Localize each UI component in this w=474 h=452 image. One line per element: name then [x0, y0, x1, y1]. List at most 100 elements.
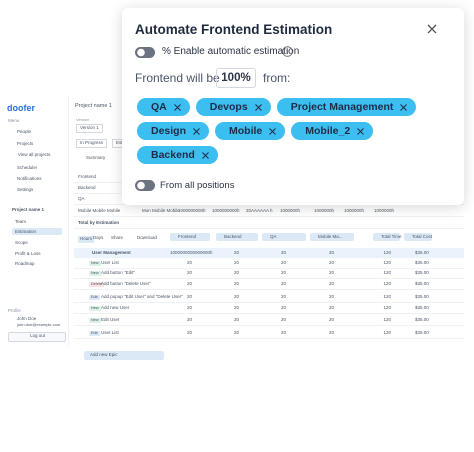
summary-value: 1000000h — [344, 208, 365, 213]
estimation-modal: Automate Frontend Estimation % Enable au… — [122, 8, 464, 205]
row-cell: $35.00 — [415, 270, 429, 275]
chip-label: Design — [151, 125, 187, 137]
position-chip[interactable]: Mobile_2 — [291, 122, 374, 140]
row-cell: 20 — [281, 281, 287, 286]
nav-item[interactable]: Scheduler — [17, 165, 38, 170]
row-cell: 20 — [329, 294, 335, 299]
position-chip[interactable]: Backend — [137, 146, 218, 164]
row-bg — [74, 279, 464, 290]
row-cell: 20 — [281, 305, 287, 310]
row-tag: Edit — [89, 330, 100, 336]
chip-remove[interactable] — [193, 127, 200, 135]
column-header[interactable]: Mobile Ma... — [318, 234, 343, 239]
summary-value: 1000000000h — [178, 208, 206, 213]
summary-value: 1000000h — [374, 208, 395, 213]
project-nav-item[interactable]: Roadmap — [15, 261, 35, 266]
row-cell: $35.00 — [415, 250, 429, 255]
all-positions-label: From all positions — [160, 180, 235, 191]
row-bg — [74, 248, 464, 258]
project-title: Project name 1 — [75, 103, 112, 109]
toolbar-button[interactable]: Hours — [78, 236, 95, 243]
nav-item[interactable]: Projects — [17, 141, 34, 146]
position-chip[interactable]: Mobile — [215, 122, 286, 140]
summary-value: 1000000h — [280, 208, 301, 213]
position-chip[interactable]: Project Management — [276, 98, 417, 116]
row-cell: 20 — [187, 260, 193, 265]
chip-remove[interactable] — [357, 127, 365, 135]
toolbar-button[interactable]: Share — [111, 235, 124, 240]
summary-row-label: QA — [78, 196, 85, 201]
add-epic-bg — [84, 351, 164, 360]
summary-row-label: Mobile Mobile Mobile — [78, 208, 121, 213]
column-header[interactable]: Frontend — [178, 234, 197, 239]
row-cell: 20 — [329, 250, 335, 255]
version-select[interactable]: Version 1 — [76, 124, 103, 133]
will-be-label: Frontend will be — [135, 71, 220, 85]
chip-remove[interactable] — [173, 103, 181, 111]
row-cell: 120 — [383, 294, 392, 299]
nav-item[interactable]: Settings — [17, 187, 34, 192]
status-select[interactable]: In Progress — [76, 139, 108, 148]
summary-toggle[interactable]: Summary — [86, 155, 106, 160]
row-label: User List — [101, 330, 119, 335]
sidebar — [0, 96, 69, 346]
chip-remove[interactable] — [400, 103, 408, 111]
row-tag: New — [89, 260, 101, 266]
percent-input[interactable]: 100% — [216, 68, 256, 88]
row-cell: $35.00 — [415, 260, 429, 265]
row-bg — [74, 328, 464, 339]
row-cell: 20 — [329, 317, 335, 322]
close-button[interactable] — [427, 24, 437, 34]
row-cell: $35.00 — [415, 281, 429, 286]
nav-item[interactable]: View all projects — [18, 152, 51, 157]
enable-toggle[interactable] — [135, 47, 155, 58]
project-nav-item[interactable]: Estimation — [15, 229, 37, 234]
row-cell: $35.00 — [415, 330, 429, 335]
toolbar-button[interactable]: Download — [137, 235, 158, 240]
row-cell: 20 — [234, 260, 240, 265]
project-nav-item[interactable]: Team — [15, 219, 27, 224]
position-chip[interactable]: Design — [137, 122, 210, 140]
row-cell: 20 — [234, 330, 240, 335]
chip-remove[interactable] — [269, 127, 277, 135]
summary-value: Mon Mobile Mobile — [142, 208, 180, 213]
add-epic[interactable]: Add new Epic — [90, 352, 118, 357]
chip-remove[interactable] — [201, 151, 209, 159]
row-label: User List — [101, 260, 119, 265]
toolbar-button[interactable]: Days — [93, 235, 104, 240]
row-cell: 20 — [234, 250, 240, 255]
column-header[interactable]: QA — [270, 234, 277, 239]
row-bg — [74, 292, 464, 303]
row-label: Add popup "Edit User" and "Delete User" — [101, 294, 183, 299]
row-cell: 120 — [383, 281, 392, 286]
column-header[interactable]: Total Time — [381, 234, 402, 239]
position-chip[interactable]: QA — [137, 98, 190, 116]
project-nav-item[interactable]: Scope — [15, 240, 28, 245]
column-header[interactable]: Backend — [224, 234, 242, 239]
row-cell: 20 — [234, 317, 240, 322]
column-header-bg — [404, 233, 432, 241]
summary-row-bg — [74, 219, 464, 229]
chip-label: Devops — [209, 101, 248, 113]
row-cell: 20 — [329, 260, 335, 265]
info-icon[interactable] — [282, 46, 293, 57]
row-cell: 20 — [234, 270, 240, 275]
chip-label: Project Management — [290, 101, 394, 113]
row-cell: 120 — [383, 317, 392, 322]
row-cell: 20 — [187, 281, 193, 286]
row-cell: 20 — [187, 305, 193, 310]
logout[interactable]: Log out — [30, 333, 46, 338]
nav-item[interactable]: Notifications — [17, 176, 42, 181]
summary-value: 1000000h — [314, 208, 335, 213]
row-cell: 20 — [281, 317, 287, 322]
row-cell: 120 — [383, 330, 392, 335]
project-nav-item[interactable]: Profit & Loss — [15, 251, 41, 256]
active-nav-bg — [12, 228, 62, 235]
all-positions-toggle[interactable] — [135, 180, 155, 191]
nav-item[interactable]: People — [17, 129, 32, 134]
row-bg — [74, 315, 464, 326]
summary-row-bg — [74, 207, 464, 217]
position-chip[interactable]: Devops — [195, 98, 271, 116]
chip-remove[interactable] — [254, 103, 262, 111]
column-header[interactable]: Total Cost — [412, 234, 433, 239]
